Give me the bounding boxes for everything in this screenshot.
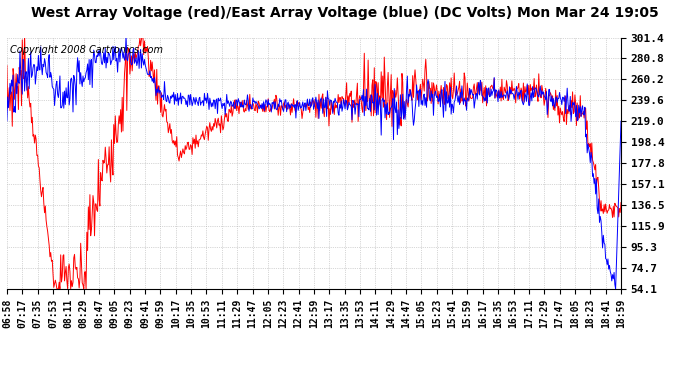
Text: Copyright 2008 Cartronics.com: Copyright 2008 Cartronics.com bbox=[10, 45, 163, 55]
Text: West Array Voltage (red)/East Array Voltage (blue) (DC Volts) Mon Mar 24 19:05: West Array Voltage (red)/East Array Volt… bbox=[31, 6, 659, 20]
